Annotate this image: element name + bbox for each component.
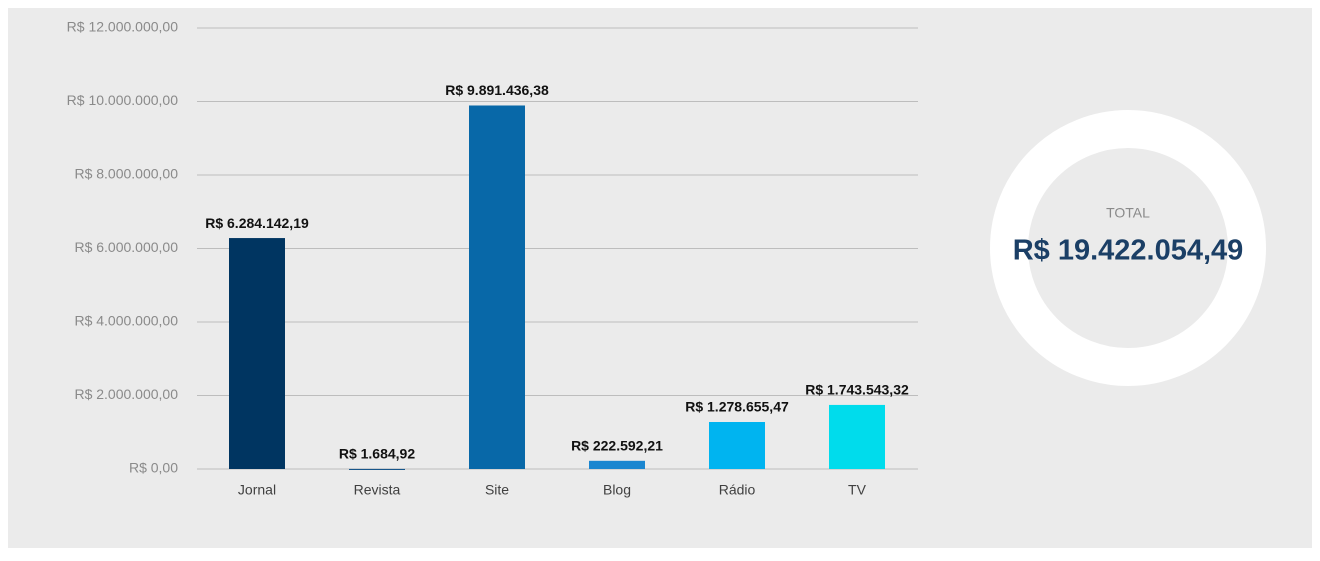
y-tick-label: R$ 12.000.000,00 (67, 19, 179, 35)
bar (589, 460, 645, 469)
value-label: R$ 1.684,92 (339, 446, 415, 462)
y-tick-label: R$ 8.000.000,00 (74, 166, 178, 182)
total-label: TOTAL (1106, 205, 1150, 221)
y-tick-label: R$ 6.000.000,00 (74, 239, 178, 255)
y-tick-label: R$ 4.000.000,00 (74, 313, 178, 329)
value-label: R$ 1.278.655,47 (685, 399, 789, 415)
total-value: R$ 19.422.054,49 (1013, 235, 1244, 267)
bar (229, 238, 285, 469)
bar (349, 468, 405, 470)
x-tick-label: Blog (603, 482, 631, 498)
value-label: R$ 6.284.142,19 (205, 215, 309, 231)
bar (469, 105, 525, 469)
value-label: R$ 222.592,21 (571, 438, 663, 454)
x-tick-label: Rádio (719, 482, 756, 498)
x-tick-label: Site (485, 482, 509, 498)
bar (709, 422, 765, 469)
value-label: R$ 9.891.436,38 (445, 82, 549, 98)
background (8, 8, 1312, 548)
value-label: R$ 1.743.543,32 (805, 382, 909, 398)
donut-ring (990, 110, 1266, 386)
x-tick-label: TV (848, 482, 867, 498)
y-tick-label: R$ 10.000.000,00 (67, 92, 179, 108)
y-tick-label: R$ 0,00 (129, 460, 178, 476)
x-tick-label: Revista (354, 482, 401, 498)
bar (829, 404, 885, 469)
y-tick-label: R$ 2.000.000,00 (74, 386, 178, 402)
x-tick-label: Jornal (238, 482, 276, 498)
